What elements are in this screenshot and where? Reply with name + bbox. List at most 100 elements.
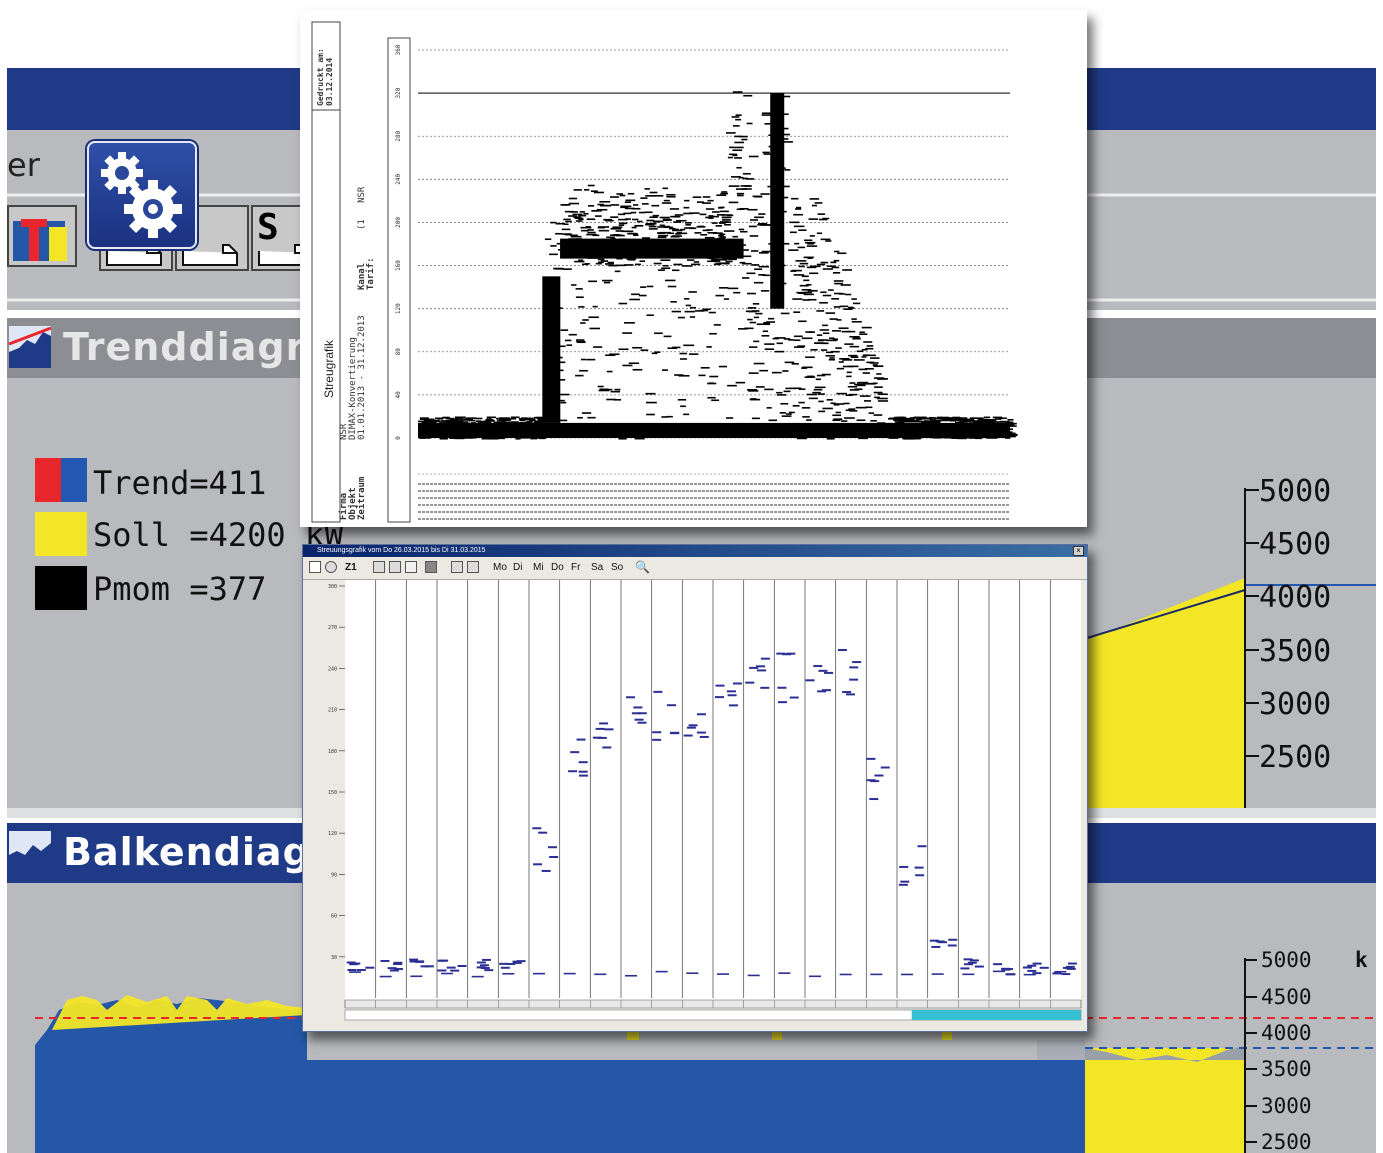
paper-scatter-mark xyxy=(805,331,813,333)
paper-scatter-mark xyxy=(689,227,697,230)
paper-scatter-mark xyxy=(729,153,738,156)
paper-scatter-mark xyxy=(484,437,492,439)
toolbar-z1[interactable]: Z1 xyxy=(345,562,357,573)
paper-scatter-mark xyxy=(796,437,807,440)
paper-scatter-mark xyxy=(1007,432,1016,435)
paper-scatter-mark xyxy=(886,429,893,431)
window-scatter-mark xyxy=(821,689,831,692)
paper-scatter-mark xyxy=(859,331,865,334)
paper-scatter-mark xyxy=(919,429,926,431)
paper-scatter-mark xyxy=(661,267,671,270)
window-scatter-mark xyxy=(963,958,973,961)
window-y-tick-label: 60 xyxy=(331,914,337,920)
settings-gears-button[interactable] xyxy=(87,141,197,249)
paper-scatter-mark xyxy=(836,367,844,370)
toolbar-day-fr[interactable]: Fr xyxy=(571,562,581,573)
paper-scatter-mark xyxy=(849,410,858,412)
grid-view-icon[interactable] xyxy=(373,561,385,573)
paper-scatter-mark xyxy=(780,312,790,315)
paper-scatter-mark xyxy=(752,426,760,429)
paper-scatter-mark xyxy=(972,434,984,437)
toolbar-day-mo[interactable]: Mo xyxy=(493,562,507,573)
window-scatter-mark xyxy=(1039,966,1049,969)
paper-scatter-mark xyxy=(865,354,876,357)
toolbar-day-mi[interactable]: Mi xyxy=(533,562,544,573)
paper-scatter-mark xyxy=(872,432,879,434)
paper-scatter-mark xyxy=(793,436,803,438)
paper-scatter-mark xyxy=(780,402,789,405)
paper-scatter-mark xyxy=(419,431,430,433)
paper-scatter-mark xyxy=(510,417,517,420)
paper-scatter-mark xyxy=(668,227,676,230)
paper-scatter-mark xyxy=(719,221,729,223)
paper-scatter-mark xyxy=(862,372,870,374)
paper-scatter-mark xyxy=(818,218,828,221)
paper-scatter-mark xyxy=(665,429,677,431)
paper-scatter-mark xyxy=(964,431,973,433)
window-scatter-mark xyxy=(696,713,706,716)
paper-scatter-mark xyxy=(437,427,444,429)
window-scatter-mark xyxy=(931,945,941,948)
paper-scatter-mark xyxy=(949,426,960,428)
paper-scatter-mark xyxy=(938,417,949,419)
paper-scatter-mark xyxy=(833,306,841,308)
toolbar-day-do[interactable]: Do xyxy=(551,562,564,573)
paper-scatter-mark xyxy=(595,262,602,265)
paper-scatter-mark xyxy=(879,433,891,435)
window-scatter-mark xyxy=(1052,972,1062,975)
paper-scatter-mark xyxy=(738,228,745,231)
paper-scatter-mark xyxy=(847,385,858,388)
forward-icon[interactable] xyxy=(467,561,479,573)
paper-scatter-mark xyxy=(716,194,727,196)
paper-scatter-mark xyxy=(671,269,680,272)
zoom-icon[interactable]: 🔍 xyxy=(635,560,650,574)
paper-scatter-mark xyxy=(587,416,596,419)
paper-scatter-mark xyxy=(570,235,582,238)
toolbar-button-tariff[interactable] xyxy=(7,205,77,267)
paper-scatter-mark xyxy=(909,417,917,419)
legend-label-trend: Trend=411 xyxy=(93,464,267,502)
new-file-icon[interactable] xyxy=(309,561,321,573)
paper-scatter-mark xyxy=(659,216,670,219)
toolbar-day-so[interactable]: So xyxy=(611,562,624,573)
menu-item-fragment[interactable]: er xyxy=(7,146,40,184)
paper-scatter-mark xyxy=(945,427,954,430)
paper-scatter-mark xyxy=(623,212,632,215)
paper-scatter-mark xyxy=(783,338,791,340)
paper-scatter-mark xyxy=(999,417,1007,420)
paper-scatter-mark xyxy=(774,337,786,339)
paper-scatter-mark xyxy=(438,428,447,431)
paper-scatter-mark xyxy=(961,436,971,439)
printed-date: Gedruckt am: 03.12.2014 xyxy=(316,48,334,106)
paper-scatter-mark xyxy=(531,432,541,435)
toolbar-day-di[interactable]: Di xyxy=(513,562,523,573)
calendar-icon[interactable] xyxy=(389,561,401,573)
toolbar-day-sa[interactable]: Sa xyxy=(591,562,604,573)
paper-scatter-mark xyxy=(874,386,883,388)
paper-scatter-mark xyxy=(419,437,426,439)
paper-scatter-mark xyxy=(991,425,998,428)
paper-scatter-mark xyxy=(442,431,451,433)
paper-scatter-mark xyxy=(859,333,868,336)
paper-scatter-mark xyxy=(987,427,998,429)
window-scatter-mark xyxy=(726,690,736,693)
table-icon[interactable] xyxy=(425,561,437,573)
paper-scatter-mark xyxy=(575,374,584,377)
chart-icon[interactable] xyxy=(405,561,417,573)
close-icon[interactable]: × xyxy=(1073,546,1084,556)
paper-scatter-mark xyxy=(916,418,923,421)
paper-scatter-mark xyxy=(689,316,696,318)
print-icon[interactable] xyxy=(325,561,337,573)
paper-scatter-mark xyxy=(715,262,723,265)
paper-scatter-mark xyxy=(841,420,848,422)
paper-scatter-mark xyxy=(704,236,715,239)
paper-scatter-mark xyxy=(452,428,461,431)
paper-scatter-mark xyxy=(475,417,483,420)
back-icon[interactable] xyxy=(451,561,463,573)
paper-scatter-mark xyxy=(656,435,668,437)
paper-scatter-mark xyxy=(683,413,690,416)
paper-scatter-mark xyxy=(717,237,726,240)
paper-scatter-mark xyxy=(669,208,680,210)
paper-scatter-mark xyxy=(495,421,504,424)
paper-scatter-mark xyxy=(858,368,868,371)
